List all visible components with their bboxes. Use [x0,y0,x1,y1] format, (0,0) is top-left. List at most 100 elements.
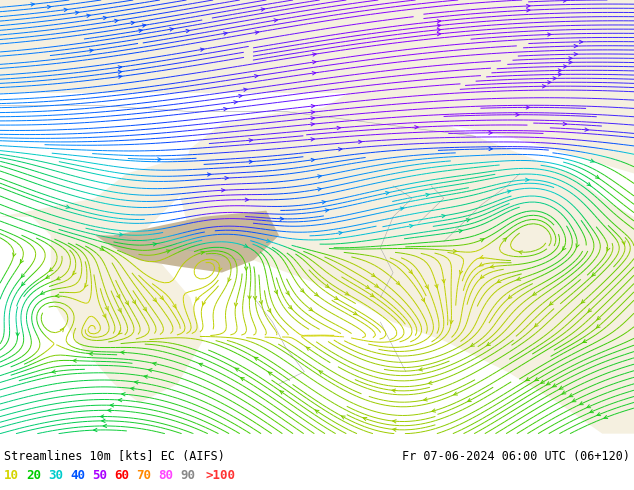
FancyArrowPatch shape [301,289,304,292]
FancyArrowPatch shape [268,372,272,375]
FancyArrowPatch shape [622,241,625,245]
Text: >100: >100 [206,469,236,483]
FancyArrowPatch shape [480,239,484,242]
Text: 60: 60 [114,469,129,483]
FancyArrowPatch shape [119,233,123,236]
FancyArrowPatch shape [396,281,400,285]
FancyArrowPatch shape [142,24,146,27]
FancyArrowPatch shape [470,343,474,346]
FancyArrowPatch shape [234,100,237,104]
FancyArrowPatch shape [16,333,19,336]
Text: 30: 30 [48,469,63,483]
FancyArrowPatch shape [158,158,161,161]
FancyArrowPatch shape [309,308,313,311]
FancyArrowPatch shape [548,81,551,84]
FancyArrowPatch shape [429,381,432,384]
FancyArrowPatch shape [266,239,270,242]
FancyArrowPatch shape [89,49,93,52]
FancyArrowPatch shape [275,290,278,294]
FancyArrowPatch shape [334,296,338,299]
FancyArrowPatch shape [459,229,462,233]
FancyArrowPatch shape [73,271,76,275]
FancyArrowPatch shape [75,11,79,14]
FancyArrowPatch shape [426,193,429,196]
FancyArrowPatch shape [118,308,121,312]
FancyArrowPatch shape [450,320,453,323]
FancyArrowPatch shape [479,263,483,266]
FancyArrowPatch shape [559,73,562,76]
FancyArrowPatch shape [425,285,428,289]
FancyArrowPatch shape [73,359,76,362]
FancyArrowPatch shape [437,28,441,31]
FancyArrowPatch shape [313,61,316,64]
FancyArrowPatch shape [143,307,146,311]
FancyArrowPatch shape [60,328,63,332]
FancyArrowPatch shape [254,74,258,78]
FancyArrowPatch shape [534,323,538,327]
FancyArrowPatch shape [563,0,567,2]
FancyArrowPatch shape [460,270,463,274]
FancyArrowPatch shape [481,275,484,278]
FancyArrowPatch shape [311,158,314,162]
FancyArrowPatch shape [131,387,134,391]
Text: 50: 50 [92,469,107,483]
FancyArrowPatch shape [249,139,252,142]
FancyArrowPatch shape [515,113,519,117]
FancyArrowPatch shape [254,357,258,360]
FancyArrowPatch shape [541,380,545,383]
FancyArrowPatch shape [311,122,314,126]
FancyArrowPatch shape [325,209,328,212]
FancyArrowPatch shape [115,19,118,23]
FancyArrowPatch shape [527,4,530,8]
FancyArrowPatch shape [437,32,441,36]
FancyArrowPatch shape [103,424,107,428]
FancyArrowPatch shape [585,128,588,131]
Text: 70: 70 [136,469,151,483]
FancyArrowPatch shape [487,343,491,345]
FancyArrowPatch shape [103,314,106,318]
FancyArrowPatch shape [579,40,583,44]
FancyArrowPatch shape [49,268,53,271]
FancyArrowPatch shape [286,291,289,295]
FancyArrowPatch shape [587,182,591,186]
FancyArrowPatch shape [56,277,60,280]
FancyArrowPatch shape [118,71,122,73]
FancyArrowPatch shape [590,159,594,162]
FancyArrowPatch shape [385,192,389,195]
FancyArrowPatch shape [22,282,25,286]
FancyArrowPatch shape [48,5,51,9]
FancyArrowPatch shape [358,140,362,144]
FancyArrowPatch shape [94,428,97,432]
FancyArrowPatch shape [139,29,142,32]
FancyArrowPatch shape [508,295,512,298]
FancyArrowPatch shape [579,402,583,405]
FancyArrowPatch shape [118,66,122,69]
FancyArrowPatch shape [306,347,310,350]
FancyArrowPatch shape [31,3,34,6]
FancyArrowPatch shape [119,398,122,402]
FancyArrowPatch shape [553,384,557,387]
FancyArrowPatch shape [241,378,244,381]
FancyArrowPatch shape [238,95,242,98]
FancyArrowPatch shape [392,420,396,423]
FancyArrowPatch shape [526,106,529,109]
FancyArrowPatch shape [454,392,458,395]
FancyArrowPatch shape [375,284,378,287]
FancyArrowPatch shape [200,251,204,254]
FancyArrowPatch shape [103,16,107,20]
FancyArrowPatch shape [507,190,511,193]
FancyArrowPatch shape [339,147,342,151]
FancyArrowPatch shape [148,368,152,372]
FancyArrowPatch shape [100,415,104,418]
FancyArrowPatch shape [318,188,321,191]
FancyArrowPatch shape [607,247,610,251]
FancyArrowPatch shape [468,398,471,402]
FancyArrowPatch shape [517,277,521,280]
FancyArrowPatch shape [153,362,157,366]
FancyArrowPatch shape [442,215,445,218]
FancyArrowPatch shape [432,409,436,412]
FancyArrowPatch shape [207,173,211,176]
FancyArrowPatch shape [564,65,567,68]
FancyArrowPatch shape [424,398,427,401]
FancyArrowPatch shape [245,267,248,270]
